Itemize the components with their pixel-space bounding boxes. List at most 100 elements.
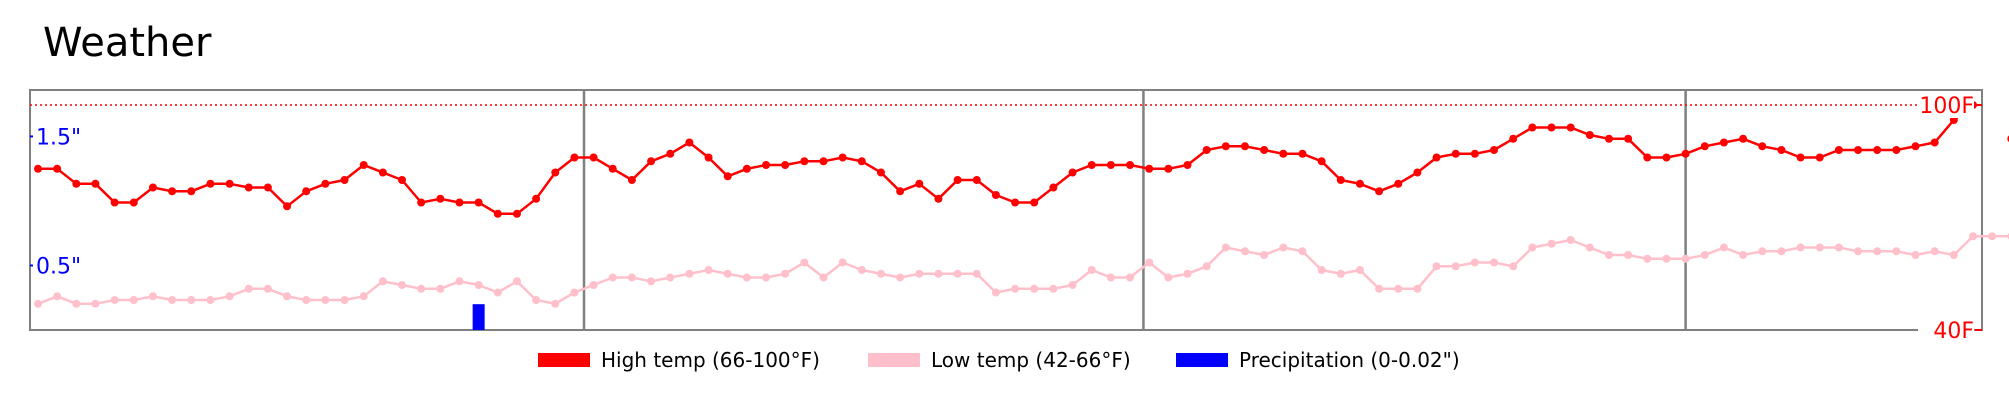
- series-point-high-temp: [1490, 146, 1499, 154]
- series-point-low-temp: [1509, 262, 1518, 271]
- series-point-low-temp: [1202, 262, 1211, 271]
- series-point-high-temp: [1106, 161, 1115, 169]
- temp-tick-label: 40F: [1933, 319, 1974, 344]
- series-point-low-temp: [1490, 258, 1499, 267]
- series-point-high-temp: [1260, 146, 1269, 154]
- series-point-high-temp: [647, 157, 656, 166]
- series-point-high-temp: [1011, 198, 1020, 207]
- series-point-high-temp: [302, 187, 311, 196]
- series-point-low-temp: [72, 299, 81, 308]
- series-point-high-temp: [1240, 142, 1249, 151]
- series-point-low-temp: [570, 288, 579, 297]
- series-point-low-temp: [1145, 258, 1154, 267]
- series-point-high-temp: [551, 168, 560, 177]
- series-point-high-temp: [283, 202, 292, 211]
- series-point-low-temp: [627, 273, 636, 282]
- series-point-low-temp: [1892, 247, 1901, 256]
- precip-tick-label: 1.5": [36, 125, 81, 150]
- series-point-high-temp: [225, 179, 234, 188]
- temp-label-bg: [1918, 92, 1974, 118]
- series-point-high-temp: [1355, 179, 1364, 188]
- series-point-low-temp: [1240, 247, 1249, 256]
- series-point-low-temp: [206, 296, 215, 304]
- series-point-low-temp: [1662, 254, 1671, 263]
- series-point-high-temp: [1700, 142, 1709, 151]
- series-point-low-temp: [1796, 243, 1805, 252]
- series-point-high-temp: [991, 191, 1000, 199]
- series-point-low-temp: [1643, 254, 1652, 263]
- series-point-high-temp: [704, 153, 713, 162]
- series-point-low-temp: [1030, 284, 1039, 293]
- series-point-high-temp: [1317, 157, 1326, 166]
- series-point-low-temp: [378, 277, 387, 286]
- series-point-low-temp: [302, 296, 311, 304]
- temp-tick-label: 100F: [1919, 94, 1974, 119]
- series-point-low-temp: [263, 284, 272, 293]
- series-point-high-temp: [1892, 146, 1901, 154]
- series-point-high-temp: [417, 198, 426, 207]
- series-point-low-temp: [1834, 243, 1843, 252]
- series-point-low-temp: [1681, 254, 1690, 263]
- series-point-low-temp: [168, 296, 177, 304]
- series-point-low-temp: [187, 296, 196, 304]
- series-point-high-temp: [742, 164, 751, 173]
- series-point-high-temp: [455, 198, 464, 207]
- series-point-high-temp: [1834, 146, 1843, 154]
- series-point-low-temp: [1930, 247, 1939, 256]
- series-point-high-temp: [1585, 131, 1594, 139]
- series-point-low-temp: [512, 277, 521, 286]
- series-point-high-temp: [972, 176, 981, 184]
- series-point-low-temp: [1873, 247, 1882, 256]
- series-point-high-temp: [1873, 146, 1882, 154]
- series-point-high-temp: [1183, 161, 1192, 169]
- series-point-low-temp: [225, 292, 234, 301]
- series-point-low-temp: [647, 277, 656, 286]
- series-point-low-temp: [915, 269, 924, 278]
- series-point-low-temp: [934, 269, 943, 278]
- series-point-low-temp: [1624, 251, 1633, 259]
- series-point-high-temp: [1662, 153, 1671, 162]
- legend: High temp (66-100°F) Low temp (42-66°F) …: [0, 340, 2009, 380]
- series-point-low-temp: [1547, 239, 1556, 248]
- series-point-low-temp: [148, 292, 157, 301]
- series-point-high-temp: [1777, 146, 1786, 154]
- plot-frame: [29, 89, 1983, 331]
- series-point-high-temp: [1528, 123, 1537, 132]
- series-point-low-temp: [474, 281, 483, 289]
- series-point-low-temp: [1298, 247, 1307, 256]
- series-point-high-temp: [1394, 179, 1403, 188]
- series-point-high-temp: [1739, 134, 1748, 143]
- series-point-high-temp: [1604, 134, 1613, 143]
- series-point-low-temp: [532, 296, 541, 304]
- series-point-high-temp: [53, 164, 62, 173]
- series-point-low-temp: [1815, 243, 1824, 252]
- series-line-low-temp: [37, 235, 2009, 306]
- series-point-low-temp: [589, 281, 598, 289]
- series-point-low-temp: [493, 288, 502, 297]
- series-point-low-temp: [110, 296, 119, 304]
- series-point-high-temp: [838, 153, 847, 162]
- series-point-low-temp: [762, 273, 771, 282]
- series-point-low-temp: [436, 284, 445, 293]
- series-point-high-temp: [934, 194, 943, 203]
- series-point-high-temp: [1470, 149, 1479, 158]
- series-point-low-temp: [742, 273, 751, 282]
- series-point-high-temp: [723, 172, 732, 181]
- series-point-high-temp: [378, 168, 387, 177]
- series-point-high-temp: [762, 161, 771, 169]
- series-point-low-temp: [876, 269, 885, 278]
- series-point-low-temp: [1375, 284, 1384, 293]
- series-point-low-temp: [91, 299, 100, 308]
- series-point-high-temp: [436, 194, 445, 203]
- series-point-high-temp: [1681, 149, 1690, 158]
- series-point-low-temp: [283, 292, 292, 301]
- series-point-low-temp: [53, 292, 62, 301]
- series-point-high-temp: [244, 183, 253, 192]
- series-point-high-temp: [187, 187, 196, 196]
- series-point-low-temp: [1164, 273, 1173, 282]
- series-point-high-temp: [1719, 138, 1728, 147]
- series-point-high-temp: [1566, 123, 1575, 132]
- series-point-low-temp: [1336, 269, 1345, 278]
- series-point-low-temp: [666, 273, 675, 282]
- series-point-low-temp: [608, 273, 617, 282]
